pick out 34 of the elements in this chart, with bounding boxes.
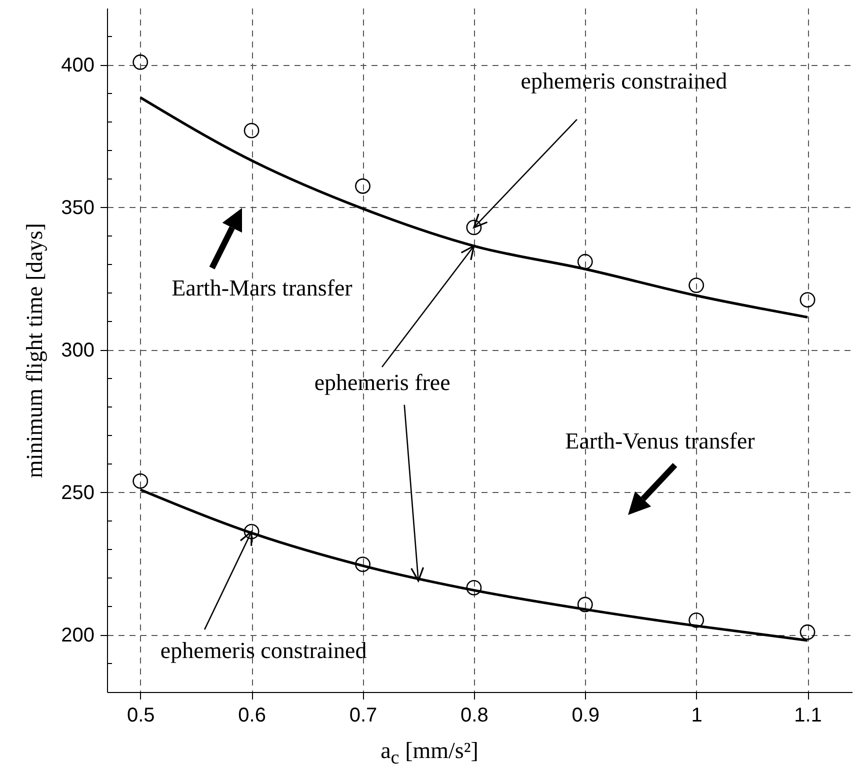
point [244, 122, 260, 138]
point [244, 524, 260, 540]
y-tick-label: 350 [61, 197, 94, 219]
annotation: Earth-Mars transfer [172, 275, 353, 300]
y-tick-label: 300 [61, 340, 94, 362]
x-tick-label: 0.5 [126, 704, 155, 726]
point [355, 556, 370, 572]
y-tick-label: 250 [61, 482, 94, 504]
x-tick-label: 0.8 [460, 704, 488, 726]
point [466, 580, 482, 596]
x-tick-label: 0.7 [349, 704, 378, 726]
line-series [139, 96, 809, 319]
annotation: Earth-Venus transfer [565, 428, 756, 454]
annotation: ephemeris free [314, 370, 450, 396]
point [800, 292, 816, 308]
point [577, 596, 593, 612]
point [355, 178, 370, 194]
x-tick-label: 0.6 [238, 704, 266, 726]
point [466, 220, 482, 236]
point [688, 612, 704, 628]
y-tick-label: 400 [61, 54, 94, 76]
point [688, 278, 704, 294]
x-tick-label: 0.9 [572, 704, 600, 726]
x-axis-title: a$_{c}$ [mm/s²] [380, 738, 480, 770]
annotation: ephemeris constrained [520, 68, 728, 94]
point [577, 254, 593, 270]
x-tick-label: 1.1 [794, 704, 822, 726]
point [132, 473, 148, 489]
annotation: ephemeris constrained [160, 638, 368, 663]
x-tick-label: 1 [691, 704, 702, 726]
point [800, 624, 816, 640]
y-axis-title: minimum flight time [days] [22, 223, 48, 478]
point [132, 54, 148, 70]
y-tick-label: 200 [61, 624, 94, 646]
